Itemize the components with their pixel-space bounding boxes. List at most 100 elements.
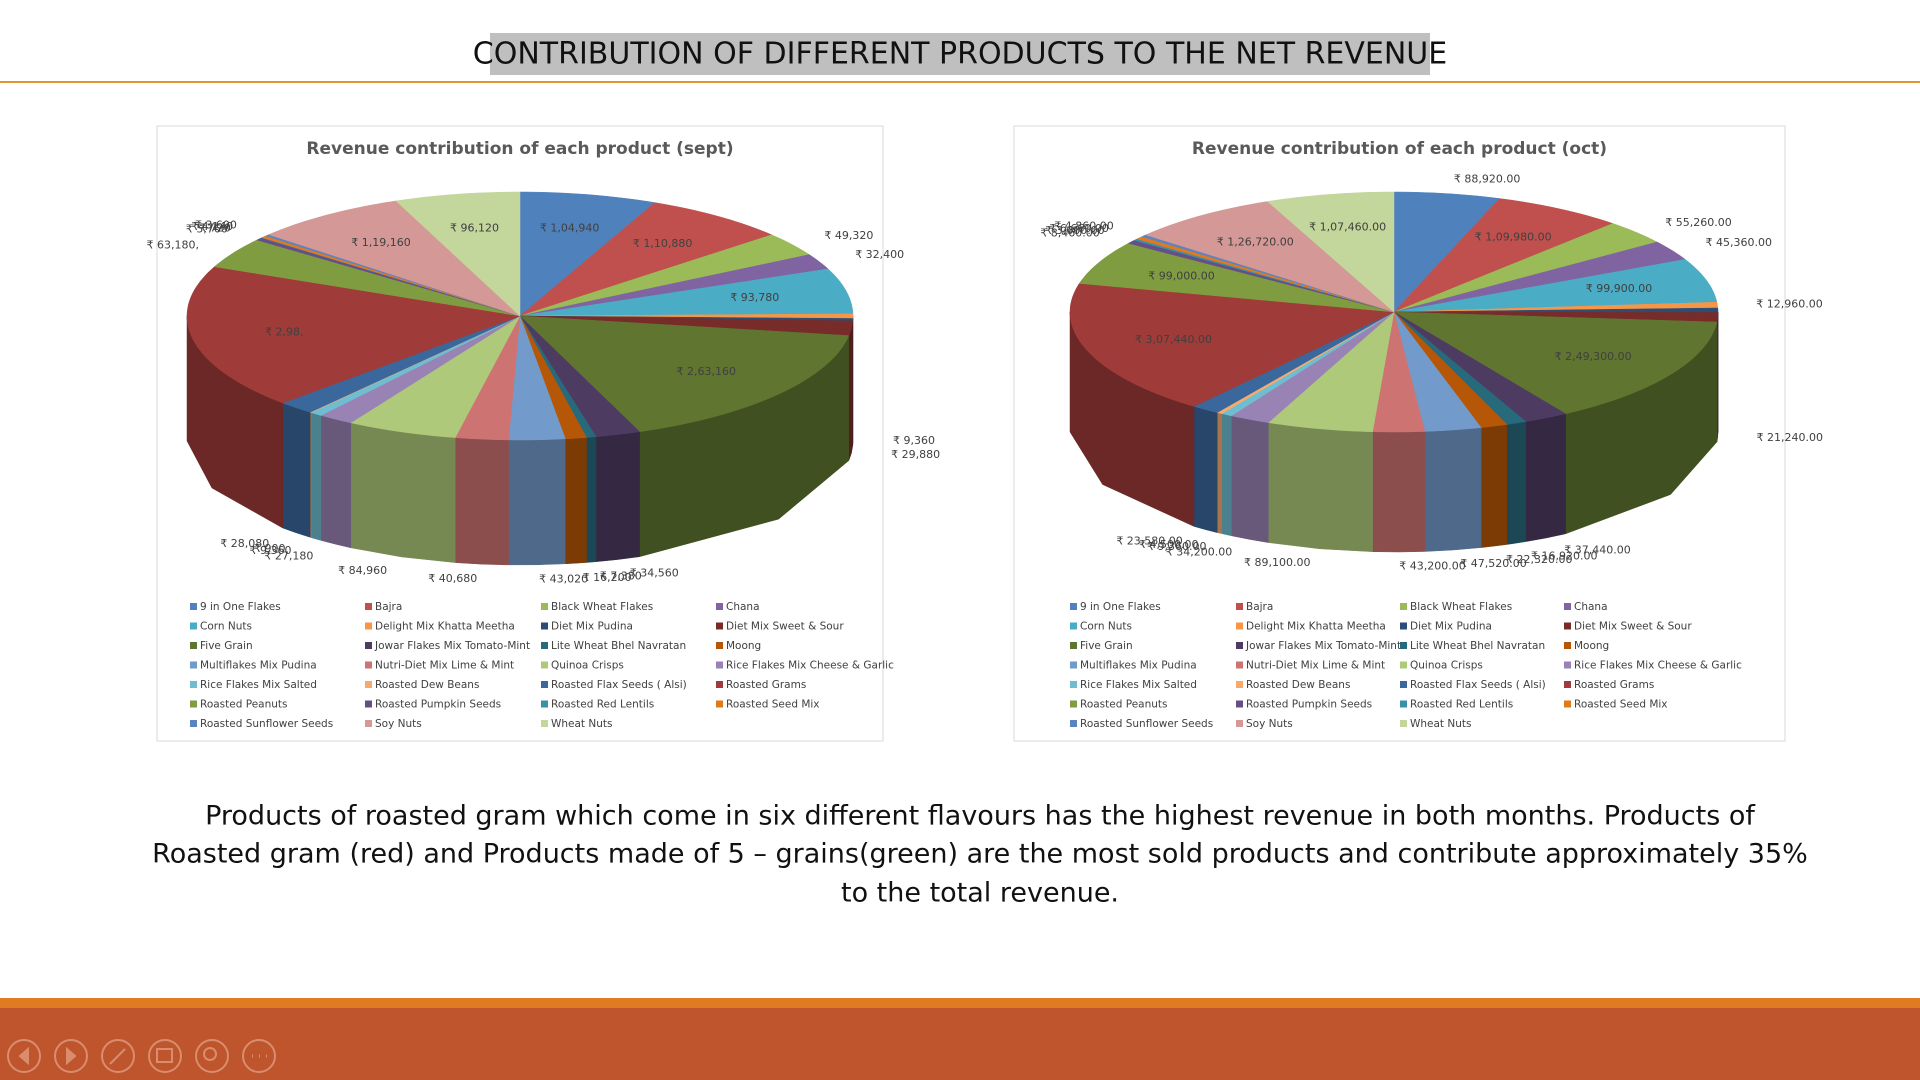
pie-slice bbox=[454, 315, 521, 441]
legend-label: Jowar Flakes Mix Tomato-Mint bbox=[1245, 640, 1401, 652]
legend-swatch bbox=[1400, 681, 1407, 688]
pie-slice-side bbox=[1372, 431, 1426, 553]
more-button[interactable] bbox=[242, 1039, 276, 1073]
pie-slice bbox=[1393, 259, 1718, 313]
legend-label: Roasted Seed Mix bbox=[726, 699, 820, 711]
legend-swatch bbox=[716, 661, 723, 669]
pie-slice bbox=[395, 191, 521, 317]
pie-slice bbox=[186, 266, 521, 404]
data-label: ₹ 8,460.00 bbox=[1040, 226, 1099, 239]
pie-slice bbox=[508, 315, 566, 441]
legend-swatch bbox=[1564, 642, 1571, 649]
legend-swatch bbox=[716, 603, 723, 610]
zoom-button[interactable] bbox=[195, 1039, 229, 1073]
legend-swatch bbox=[1070, 720, 1077, 727]
legend-swatch bbox=[716, 642, 723, 649]
legend-label: Roasted Pumpkin Seeds bbox=[375, 699, 501, 711]
legend-swatch bbox=[1236, 642, 1243, 649]
legend-label: Roasted Red Lentils bbox=[1410, 699, 1513, 711]
legend-label: Five Grain bbox=[1080, 640, 1133, 652]
pie-slice bbox=[1078, 243, 1395, 313]
data-label: ₹ 1,07,460.00 bbox=[1309, 220, 1386, 233]
pie-slice bbox=[281, 315, 521, 413]
legend-swatch bbox=[1070, 603, 1077, 610]
legend-label: Diet Mix Pudina bbox=[1410, 621, 1492, 633]
legend-swatch bbox=[1564, 603, 1571, 610]
legend-label: Roasted Peanuts bbox=[200, 699, 287, 711]
caption-line: Products of roasted gram which come in s… bbox=[205, 801, 1756, 832]
legend-swatch bbox=[1400, 661, 1407, 669]
legend-swatch bbox=[1236, 681, 1243, 688]
legend-swatch bbox=[1236, 720, 1243, 727]
legend-swatch bbox=[190, 642, 197, 649]
data-label: ₹ 720 bbox=[199, 221, 231, 234]
pie-slice-side bbox=[1506, 421, 1526, 545]
pie-slice-side bbox=[1216, 412, 1222, 534]
legend-label: Quinoa Crisps bbox=[551, 660, 624, 672]
pie-slice bbox=[519, 234, 810, 317]
pie-slice-side bbox=[454, 437, 509, 566]
legend-swatch bbox=[1400, 603, 1407, 610]
legend-swatch bbox=[365, 720, 372, 727]
pie-slice-side bbox=[1268, 422, 1373, 552]
legend-label: Corn Nuts bbox=[1080, 621, 1132, 633]
legend-swatch bbox=[541, 681, 548, 688]
slides-button[interactable] bbox=[148, 1039, 182, 1073]
legend-label: Delight Mix Khatta Meetha bbox=[375, 621, 515, 633]
data-label: ₹ 37,440.00 bbox=[1564, 544, 1630, 557]
data-label: ₹ 43,200.00 bbox=[1399, 559, 1465, 572]
legend-label: Corn Nuts bbox=[200, 621, 252, 633]
pie-slice bbox=[1393, 311, 1482, 432]
legend-label: Roasted Seed Mix bbox=[1574, 699, 1668, 711]
legend-label: 9 in One Flakes bbox=[200, 601, 281, 613]
pie-slice-side bbox=[848, 320, 853, 461]
legend-swatch bbox=[541, 661, 548, 669]
legend-swatch bbox=[365, 603, 372, 610]
data-label: ₹ 9,360.00 bbox=[1147, 540, 1206, 553]
pie-slice-side bbox=[595, 431, 640, 562]
data-label: ₹ 7,380 bbox=[600, 570, 642, 583]
pen-button[interactable] bbox=[101, 1039, 135, 1073]
pie-slice-side bbox=[586, 436, 597, 563]
legend-swatch bbox=[365, 700, 372, 708]
data-label: ₹ 2,63,160 bbox=[677, 365, 736, 378]
data-label: ₹ 21,240.00 bbox=[1757, 431, 1823, 444]
legend-label: Soy Nuts bbox=[1246, 718, 1293, 730]
data-label: ₹ 900 bbox=[254, 542, 286, 555]
legend-label: Wheat Nuts bbox=[551, 718, 612, 730]
next-button[interactable] bbox=[54, 1039, 88, 1073]
data-label: ₹ 12,960.00 bbox=[1756, 297, 1822, 310]
pie-slice-side bbox=[565, 437, 587, 565]
caption-line: to the total revenue. bbox=[841, 878, 1119, 909]
legend-swatch bbox=[716, 700, 723, 708]
legend-swatch bbox=[1070, 681, 1077, 688]
pie-slice bbox=[1393, 191, 1501, 313]
data-label: ₹ 45,360.00 bbox=[1706, 236, 1772, 249]
title-highlight bbox=[490, 33, 1430, 75]
legend-label: Roasted Grams bbox=[1574, 679, 1654, 691]
footer-bar bbox=[0, 1008, 1920, 1080]
legend-label: Roasted Dew Beans bbox=[375, 679, 479, 691]
zoom-icon bbox=[203, 1047, 217, 1061]
prev-button[interactable] bbox=[7, 1039, 41, 1073]
data-label: ₹ 16,920.00 bbox=[1531, 550, 1597, 563]
legend-label: Roasted Grams bbox=[726, 679, 806, 691]
legend-label: Jowar Flakes Mix Tomato-Mint bbox=[374, 640, 530, 652]
data-label: ₹ 2,98, bbox=[265, 325, 303, 338]
pie-slice-side bbox=[310, 412, 322, 541]
legend-label: Lite Wheat Bhel Navratan bbox=[551, 640, 686, 652]
legend-label: Nutri-Diet Mix Lime & Mint bbox=[1246, 660, 1385, 672]
legend-swatch bbox=[1564, 700, 1571, 708]
pen-icon bbox=[109, 1048, 126, 1065]
pie-slice bbox=[350, 315, 521, 438]
data-label: ₹ 2,49,300.00 bbox=[1555, 350, 1632, 363]
legend-label: Multiflakes Mix Pudina bbox=[1080, 660, 1197, 672]
legend-swatch bbox=[1236, 661, 1243, 669]
legend-label: Lite Wheat Bhel Navratan bbox=[1410, 640, 1545, 652]
legend-swatch bbox=[1400, 622, 1407, 630]
data-label: ₹ 89,100.00 bbox=[1244, 556, 1310, 569]
legend-label: Soy Nuts bbox=[375, 718, 422, 730]
pie-slice bbox=[519, 191, 656, 317]
